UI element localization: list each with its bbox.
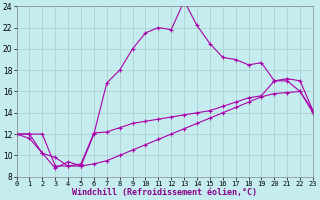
X-axis label: Windchill (Refroidissement éolien,°C): Windchill (Refroidissement éolien,°C) [72,188,257,197]
